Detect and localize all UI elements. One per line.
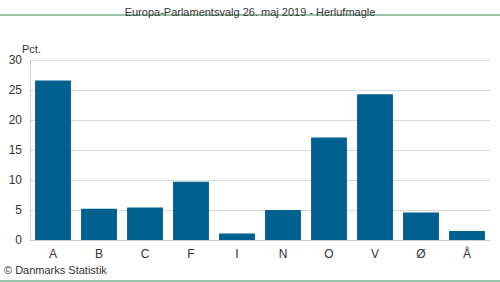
svg-text:30: 30 (9, 53, 23, 67)
svg-text:O: O (324, 247, 333, 261)
svg-text:F: F (187, 247, 194, 261)
svg-text:© Danmarks Statistik: © Danmarks Statistik (4, 264, 107, 276)
svg-text:C: C (141, 247, 150, 261)
svg-text:Ø: Ø (416, 247, 425, 261)
svg-text:15: 15 (9, 143, 23, 157)
svg-text:25: 25 (9, 83, 23, 97)
svg-text:I: I (235, 247, 238, 261)
svg-text:0: 0 (15, 233, 22, 247)
svg-text:Europa-Parlamentsvalg 26. maj: Europa-Parlamentsvalg 26. maj 2019 - Her… (125, 6, 376, 18)
svg-text:Pct.: Pct. (22, 43, 41, 55)
svg-text:A: A (49, 247, 57, 261)
svg-text:B: B (95, 247, 103, 261)
svg-text:10: 10 (9, 173, 23, 187)
svg-text:5: 5 (15, 203, 22, 217)
svg-text:N: N (279, 247, 288, 261)
svg-text:V: V (371, 247, 379, 261)
svg-text:Å: Å (463, 246, 471, 261)
svg-text:20: 20 (9, 113, 23, 127)
